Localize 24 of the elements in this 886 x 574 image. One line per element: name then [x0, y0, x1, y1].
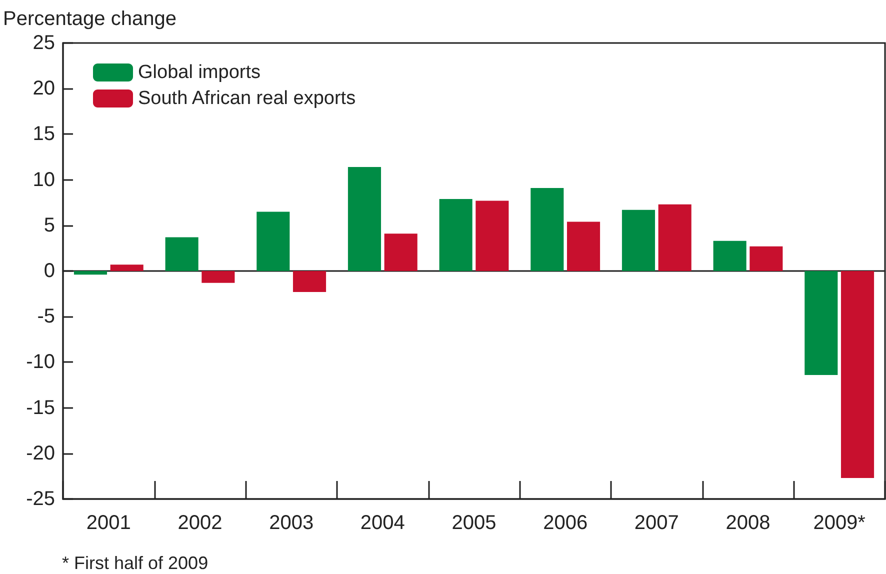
legend-label: South African real exports — [138, 88, 356, 109]
y-tick-label: 25 — [32, 32, 55, 54]
y-tick-label: -15 — [26, 396, 55, 419]
x-tick-label: 2001 — [86, 512, 131, 534]
x-tick-label: 2007 — [634, 512, 679, 534]
x-tick-label: 2004 — [360, 512, 405, 534]
y-tick-label: 20 — [32, 78, 55, 100]
y-tick-label: -25 — [26, 488, 55, 510]
text: * First half of 2009 — [62, 553, 208, 573]
y-tick-label: 5 — [44, 214, 55, 236]
y-tick-label: 0 — [44, 260, 55, 282]
x-tick-label: 2009* — [813, 512, 866, 534]
y-axis-title: Percentage change — [3, 8, 176, 30]
legend-label: Global imports — [138, 62, 260, 83]
x-tick-label: 2006 — [543, 512, 588, 534]
y-tick-label: 15 — [32, 123, 55, 146]
y-tick-label: -20 — [26, 442, 55, 464]
x-tick-label: 2005 — [452, 512, 496, 534]
x-tick-label: 2002 — [178, 512, 222, 534]
y-tick-label: 10 — [32, 168, 55, 191]
x-tick-label: 2008 — [726, 512, 770, 534]
y-tick-label: -10 — [26, 351, 55, 374]
y-tick-label: -5 — [37, 306, 55, 328]
x-tick-label: 2003 — [269, 512, 314, 534]
